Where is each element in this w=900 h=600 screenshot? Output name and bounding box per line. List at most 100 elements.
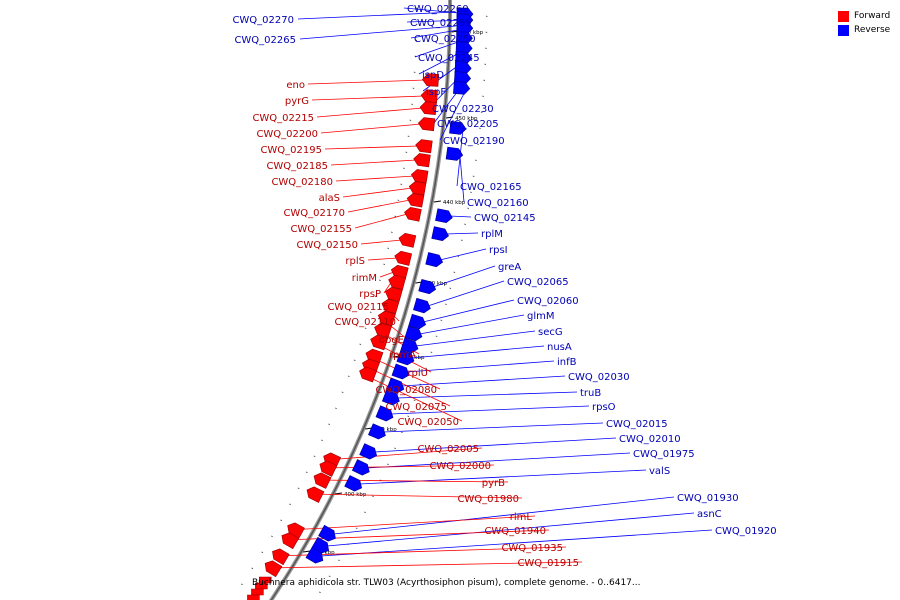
orf-dash xyxy=(341,391,344,393)
forward-gene-cwq-01935 xyxy=(272,548,290,566)
gene-label-cwq-02170: CWQ_02170 xyxy=(283,208,345,219)
orf-dash xyxy=(383,263,386,265)
leader-line xyxy=(390,405,590,415)
forward-gene-cwq-02195 xyxy=(415,139,433,154)
orf-dash xyxy=(400,431,403,433)
reverse-gene-glmm xyxy=(404,325,423,342)
gene-label-cwq-02205: CWQ_02205 xyxy=(437,119,499,130)
leader-line xyxy=(427,280,505,307)
gene-label-cwq-02160: CWQ_02160 xyxy=(467,198,529,209)
gene-label-cwq-02265: CWQ_02265 xyxy=(234,35,296,46)
gene-label-cwq-02250: CWQ_02250 xyxy=(414,34,476,45)
forward-gene-rpma xyxy=(374,322,392,339)
orf-dash xyxy=(390,231,393,233)
leader-line xyxy=(311,95,425,101)
orf-dash xyxy=(305,471,308,473)
leader-line xyxy=(383,281,392,294)
gene-label-cwq-02080: CWQ_02080 xyxy=(375,385,437,396)
gene-label-rplm: rplM xyxy=(481,229,503,240)
reverse-gene-cwq-02015 xyxy=(368,423,386,440)
orf-dash xyxy=(364,511,366,513)
gene-label-cwq-02050: CWQ_02050 xyxy=(397,417,459,428)
gene-label-cwq-02065: CWQ_02065 xyxy=(507,277,569,288)
forward-gene-cwq-02185 xyxy=(413,153,431,168)
gene-label-rimm: rimM xyxy=(352,273,377,284)
orf-dash xyxy=(453,271,456,273)
orf-dash xyxy=(485,15,488,17)
orf-dash xyxy=(460,239,463,241)
reverse-gene-cwq-02065 xyxy=(413,297,431,314)
orf-dash xyxy=(328,423,331,425)
reverse-gene-cwq-01920 xyxy=(305,546,324,564)
reverse-gene-rpsi xyxy=(425,252,444,268)
forward-gene-cwq-02170 xyxy=(406,193,425,208)
gene-label-rlml: rlmL xyxy=(510,512,533,523)
forward-gene-rplu xyxy=(370,334,389,351)
leader-line xyxy=(342,187,413,198)
leader-line xyxy=(321,464,495,469)
orf-dash xyxy=(413,399,416,401)
leader-line xyxy=(347,199,411,213)
orf-dash xyxy=(464,223,466,225)
forward-gene-pyrb xyxy=(313,472,332,489)
orf-dash xyxy=(397,199,400,201)
forward-gene-alas xyxy=(408,181,427,196)
forward-gene-cwq-02050 xyxy=(359,366,378,383)
gene-label-layer: CWQ_02260 CWQ_02255 CWQ_02250 CWQ_02245 ispD… xyxy=(232,4,776,569)
gene-label-cwq-02215: CWQ_02215 xyxy=(252,113,314,124)
orf-dash xyxy=(387,463,389,465)
orf-dash xyxy=(251,567,254,569)
tick-label: 430 kbp xyxy=(425,281,448,287)
orf-dash xyxy=(407,135,410,137)
reverse-gene-cwq-02165 xyxy=(449,120,467,135)
orf-dash xyxy=(411,103,413,105)
gene-label-cwq-01935: CWQ_01935 xyxy=(501,543,563,554)
gene-label-cwq-02260: CWQ_02260 xyxy=(407,4,469,15)
leader-line xyxy=(432,265,496,288)
leader-line xyxy=(364,365,451,407)
gene-label-grea: greA xyxy=(498,262,521,273)
orf-dash xyxy=(403,167,405,169)
reverse-gene-cwq-01930 xyxy=(318,524,336,542)
reverse-gene-secg xyxy=(400,337,419,354)
orf-dash xyxy=(379,279,381,281)
gene-label-rplu: rplU xyxy=(407,368,428,379)
orf-dash xyxy=(374,295,377,297)
gene-label-cwq-01920: CWQ_01920 xyxy=(715,526,777,537)
tick-label: 390 kbp xyxy=(312,550,335,556)
forward-gene-cwq-02150 xyxy=(398,232,417,248)
orf-dash xyxy=(297,487,300,489)
orf-dash xyxy=(477,143,479,145)
leader-line xyxy=(401,375,566,387)
orf-dash xyxy=(289,503,291,505)
gene-label-ispf: ispF xyxy=(426,87,446,98)
reverse-gene-cwq-02060 xyxy=(408,313,427,330)
gene-label-trub: truB xyxy=(580,388,601,399)
forward-gene-rpsp xyxy=(388,274,406,290)
forward-gene-cwq-02000 xyxy=(319,460,338,477)
orf-dash xyxy=(472,175,475,177)
reverse-gene-cwq-02160 xyxy=(445,146,464,161)
orf-dash xyxy=(335,407,337,409)
orf-dash xyxy=(415,23,418,25)
gene-feature-layer xyxy=(247,7,474,600)
forward-gene-cwq-02115 xyxy=(384,286,403,303)
gene-label-rpma: rpmA xyxy=(389,350,416,361)
leader-line xyxy=(299,25,456,40)
gene-label-pyrb: pyrB xyxy=(482,478,505,489)
leader-line xyxy=(326,512,695,547)
gene-label-cwq-02190: CWQ_02190 xyxy=(443,136,505,147)
forward-swatch xyxy=(838,10,849,22)
orf-dash xyxy=(400,183,403,185)
gene-label-cwq-01940: CWQ_01940 xyxy=(484,526,546,537)
gene-label-cwq-02200: CWQ_02200 xyxy=(256,129,318,140)
gene-label-cwq-02030: CWQ_02030 xyxy=(568,372,630,383)
gene-label-pyrg: pyrG xyxy=(285,96,309,107)
orf-dash xyxy=(484,63,487,65)
backbone-layer xyxy=(268,0,452,600)
tick-label: 440 kbp xyxy=(443,200,466,206)
tick-label: 450 kbp xyxy=(455,116,478,122)
orf-dash xyxy=(321,439,323,441)
orf-dash xyxy=(480,111,483,113)
